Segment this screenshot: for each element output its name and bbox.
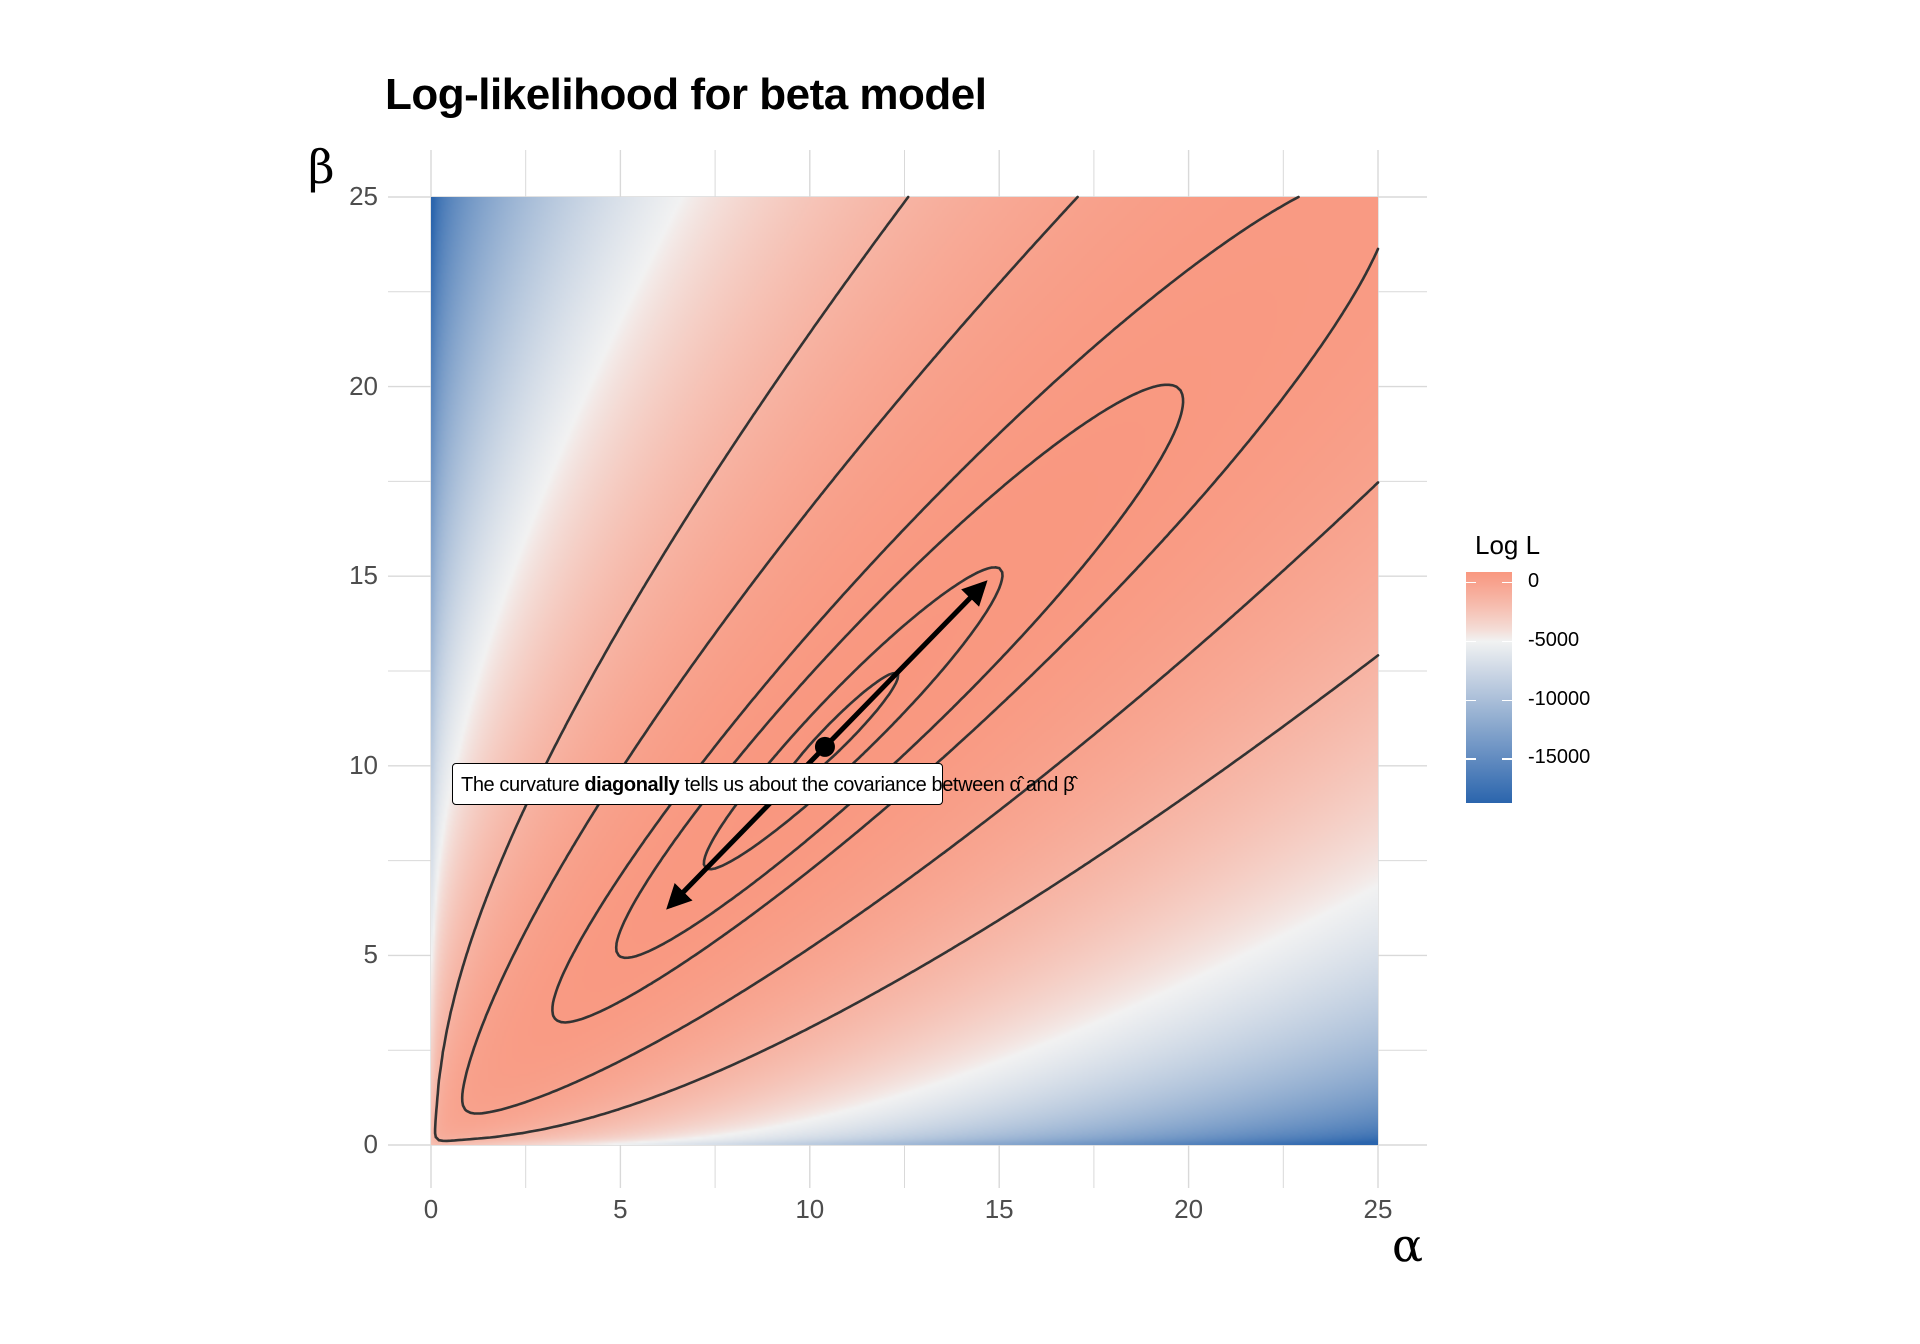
chart-title: Log-likelihood for beta model — [385, 70, 987, 119]
contour-line — [433, 195, 1380, 1143]
y-tick-label: 20 — [349, 370, 378, 401]
legend-tick-label: -15000 — [1528, 746, 1591, 769]
beta-hat: β̂ — [1063, 774, 1075, 796]
y-tick-label: 10 — [349, 749, 378, 780]
legend-tick-label: -5000 — [1528, 628, 1580, 651]
legend-title: Log L — [1475, 530, 1541, 560]
legend-tick-mark — [1502, 699, 1512, 702]
legend-tick-mark — [1502, 758, 1512, 760]
legend-tick-mark — [1466, 758, 1476, 760]
legend-tick-mark — [1466, 581, 1476, 584]
x-tick-label: 20 — [1174, 1194, 1204, 1224]
x-tick-label: 15 — [984, 1194, 1014, 1224]
x-tick-label: 10 — [795, 1194, 825, 1224]
annotation-label: The curvature diagonally tells us about … — [452, 763, 1075, 805]
x-tick-label: 0 — [423, 1194, 439, 1224]
annotation-text-post: tells us about the covariance between — [679, 774, 1010, 796]
y-tick-label: 0 — [363, 1129, 378, 1159]
y-tick-label: 5 — [363, 939, 378, 970]
alpha-hat: α̂ — [1009, 774, 1021, 796]
legend-colorbar — [1466, 572, 1512, 803]
y-tick-label: 25 — [349, 181, 378, 211]
contour-line — [460, 195, 1380, 1115]
contour-lines — [433, 195, 1380, 1143]
x-axis-label: α — [1392, 1218, 1424, 1272]
legend-tick-mark — [1502, 640, 1512, 643]
legend-tick-mark — [1466, 699, 1476, 702]
x-tick-label: 5 — [613, 1194, 628, 1224]
mle-point — [814, 736, 835, 757]
annotation-text-bold: diagonally — [584, 774, 680, 796]
legend-tick-mark — [1466, 640, 1476, 643]
annotation-and: and — [1020, 774, 1064, 796]
x-tick-label: 25 — [1363, 1194, 1393, 1224]
legend-tick-mark — [1502, 581, 1512, 584]
legend-tick-label: -10000 — [1528, 687, 1591, 710]
legend-tick-label: 0 — [1528, 569, 1540, 592]
y-tick-label: 15 — [349, 560, 378, 591]
annotation-text-pre: The curvature — [461, 774, 585, 796]
y-axis-label: β — [308, 140, 335, 194]
